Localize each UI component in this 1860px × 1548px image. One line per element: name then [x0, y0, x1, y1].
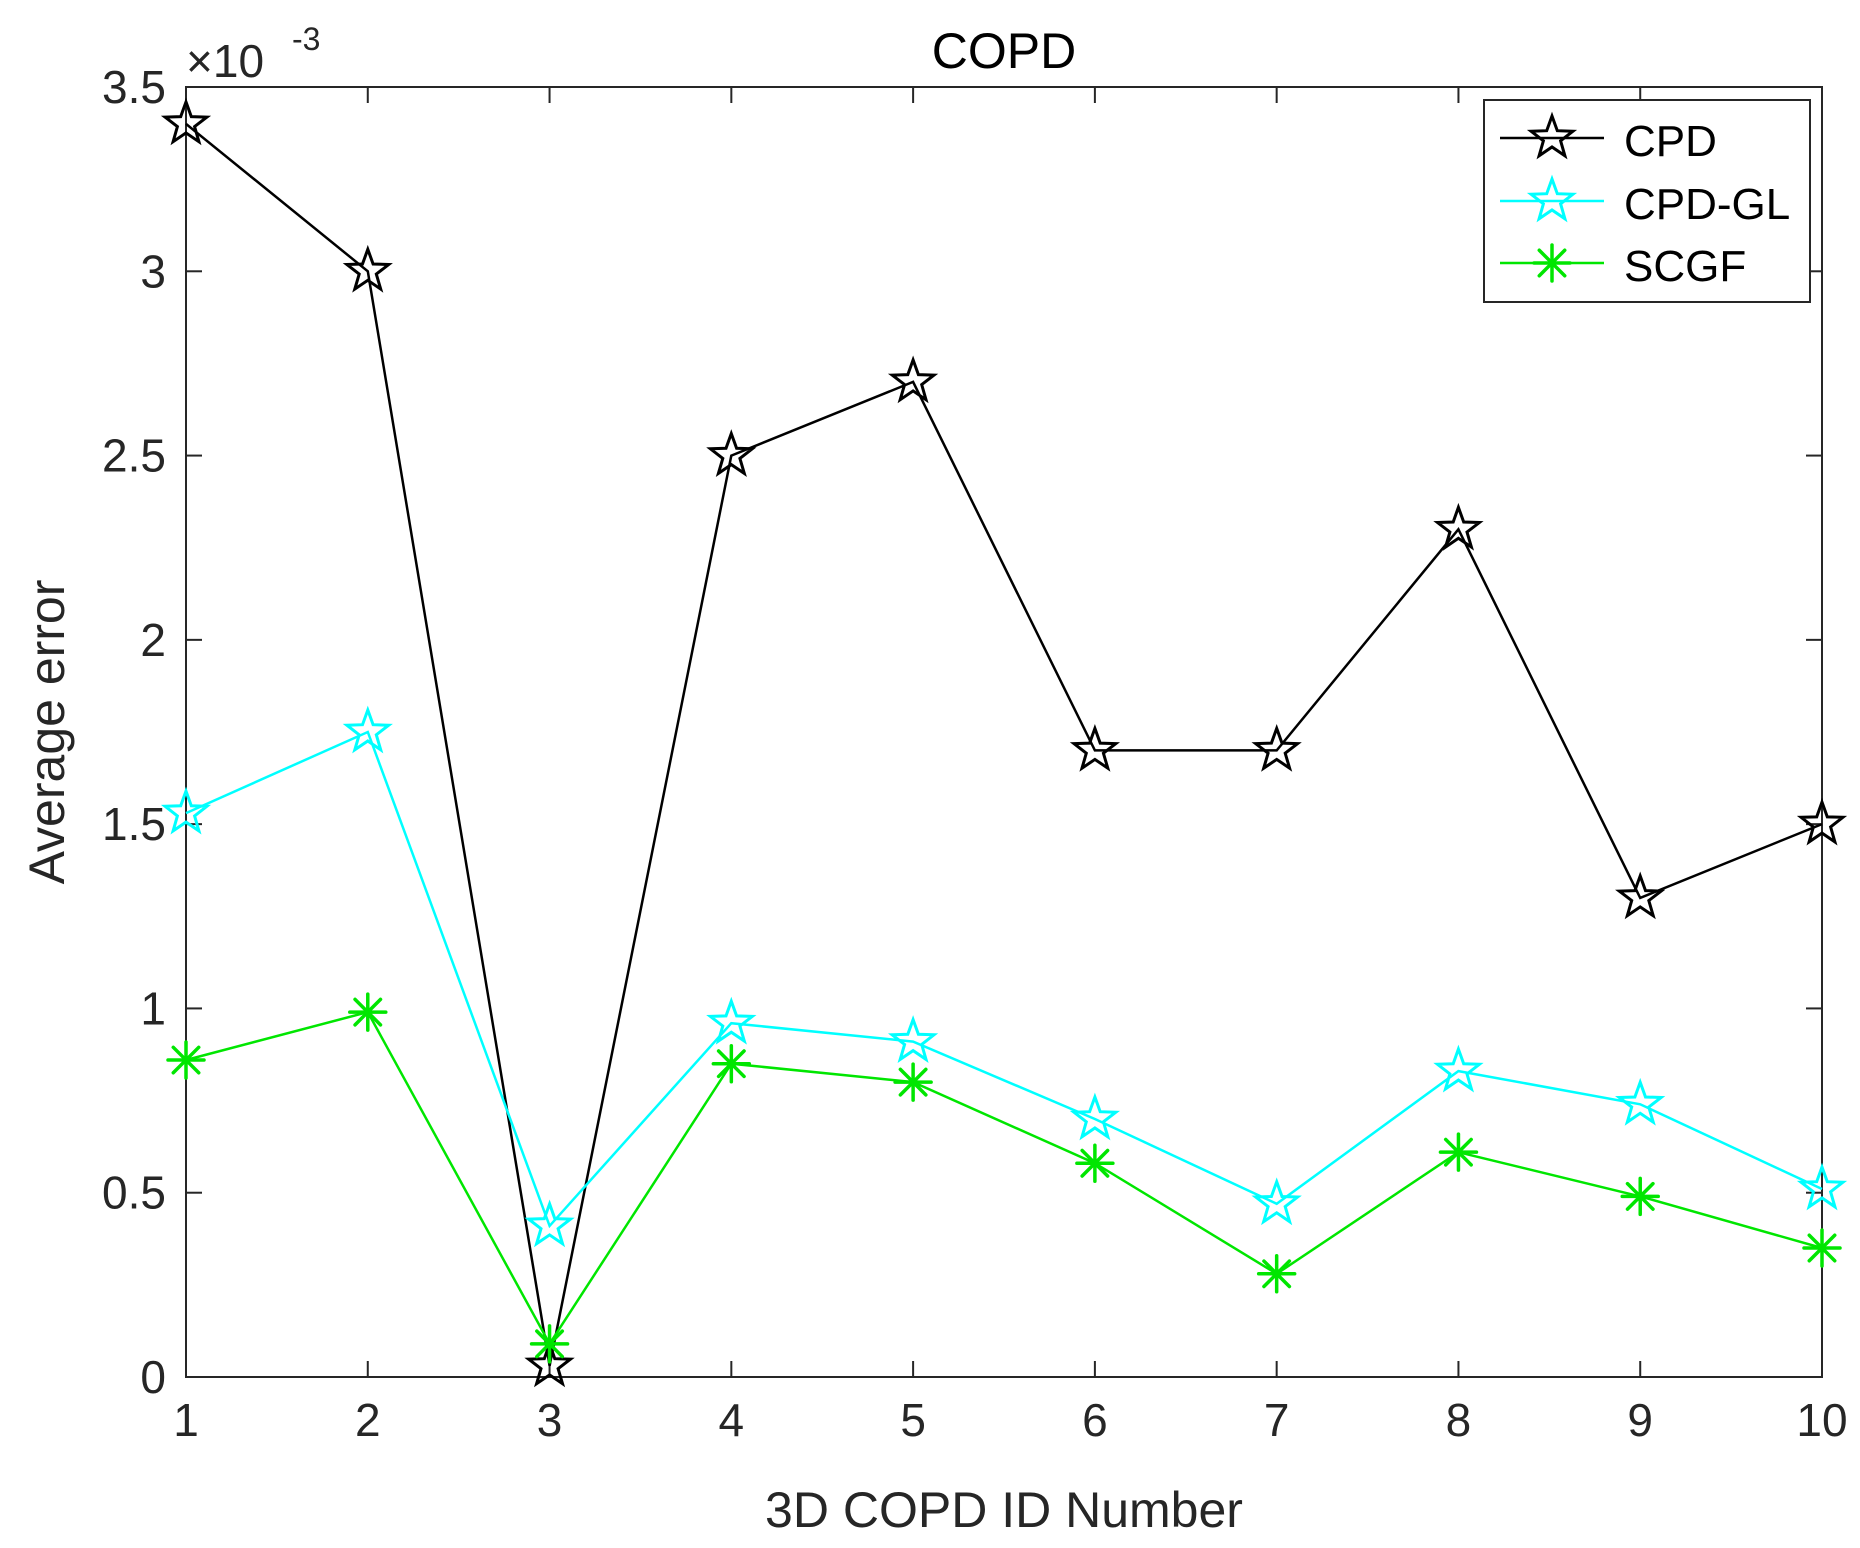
data-point-cpd [706, 429, 757, 478]
x-tick-label: 4 [719, 1394, 745, 1446]
series-line-scgf [185, 1010, 1823, 1347]
y-tick-label: 3 [140, 245, 166, 297]
data-point-cpd-gl [1615, 1077, 1666, 1126]
legend: CPD CPD-GL SCGF [1483, 99, 1811, 303]
data-point-scgf [529, 1324, 570, 1364]
data-point-cpd [1251, 723, 1302, 772]
series-line-cpd-gl [185, 730, 1823, 1229]
data-point-cpd [1433, 502, 1484, 551]
x-tick-label: 10 [1796, 1394, 1847, 1446]
data-point-cpd-gl [160, 786, 212, 835]
data-point-cpd-gl [342, 705, 393, 754]
data-point-cpd [1069, 723, 1121, 772]
legend-marker-cpd-gl [1526, 174, 1578, 223]
y-exponent-prefix: ×10 [186, 35, 264, 87]
legend-label-scgf: SCGF [1624, 242, 1746, 291]
x-tick-label: 9 [1627, 1394, 1653, 1446]
y-tick-label: 2 [140, 614, 166, 666]
y-tick-label: 0.5 [102, 1167, 166, 1219]
data-point-scgf [348, 992, 388, 1032]
x-tick-label: 7 [1264, 1394, 1290, 1446]
x-tick-label: 2 [355, 1394, 381, 1446]
legend-items [1500, 111, 1604, 283]
axis-ticks: 1 2 3 4 5 6 7 8 9 10 0 0.5 1 1.5 2 2.5 3 3.5 [102, 61, 1848, 1446]
legend-box [1483, 99, 1811, 303]
data-point-scgf [893, 1062, 933, 1102]
x-axis-label: 3D COPD ID Number [765, 1482, 1243, 1538]
data-point-scgf [1802, 1228, 1842, 1268]
data-point-scgf [166, 1040, 206, 1080]
data-point-cpd-gl [1796, 1162, 1848, 1211]
series-layer [160, 97, 1848, 1388]
y-tick-label: 0 [140, 1351, 166, 1403]
legend-marker-scgf [1532, 243, 1572, 283]
x-tick-label: 3 [537, 1394, 563, 1446]
data-point-cpd [1796, 797, 1848, 846]
x-tick-label: 6 [1082, 1394, 1108, 1446]
y-exponent-power: -3 [292, 21, 320, 57]
data-point-cpd [342, 244, 393, 293]
data-point-scgf [1620, 1176, 1660, 1217]
y-tick-label: 1.5 [102, 798, 166, 850]
chart-title: COPD [932, 23, 1076, 79]
legend-marker-cpd [1526, 111, 1578, 160]
series-scgf [166, 992, 1842, 1364]
data-point-cpd [887, 355, 939, 404]
data-point-cpd [160, 97, 212, 146]
data-point-cpd-gl [1251, 1177, 1302, 1226]
series-line-cpd [185, 122, 1823, 1367]
y-tick-label: 1 [140, 982, 166, 1034]
data-point-scgf [1438, 1132, 1479, 1172]
legend-label-cpd-gl: CPD-GL [1624, 180, 1790, 229]
data-point-cpd-gl [1433, 1044, 1484, 1093]
data-point-scgf [1075, 1143, 1115, 1183]
y-tick-label: 3.5 [102, 61, 166, 113]
data-point-cpd [524, 1339, 575, 1388]
x-tick-label: 5 [900, 1394, 926, 1446]
data-point-cpd-gl [1069, 1092, 1121, 1141]
y-axis-label: Average error [19, 580, 75, 885]
x-tick-label: 1 [173, 1394, 199, 1446]
legend-label-cpd: CPD [1624, 117, 1717, 166]
series-cpd-gl [160, 705, 1848, 1248]
data-point-cpd [1615, 871, 1666, 920]
y-tick-label: 2.5 [102, 430, 166, 482]
data-point-cpd-gl [887, 1015, 939, 1064]
data-point-cpd-gl [706, 996, 757, 1045]
data-point-scgf [1256, 1254, 1297, 1294]
data-point-cpd-gl [524, 1199, 575, 1248]
x-tick-label: 8 [1446, 1394, 1472, 1446]
series-cpd [160, 97, 1848, 1388]
data-point-scgf [711, 1043, 752, 1084]
